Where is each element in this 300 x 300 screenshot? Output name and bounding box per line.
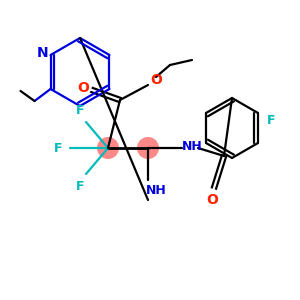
Text: F: F [76, 179, 84, 193]
Text: NH: NH [146, 184, 167, 197]
Text: O: O [150, 73, 162, 87]
Text: NH: NH [182, 140, 203, 154]
Text: F: F [76, 103, 84, 116]
Circle shape [137, 137, 159, 159]
Text: O: O [206, 193, 218, 207]
Text: O: O [77, 81, 89, 95]
Text: F: F [267, 115, 275, 128]
Text: N: N [37, 46, 48, 60]
Text: F: F [54, 142, 62, 154]
Circle shape [97, 137, 119, 159]
